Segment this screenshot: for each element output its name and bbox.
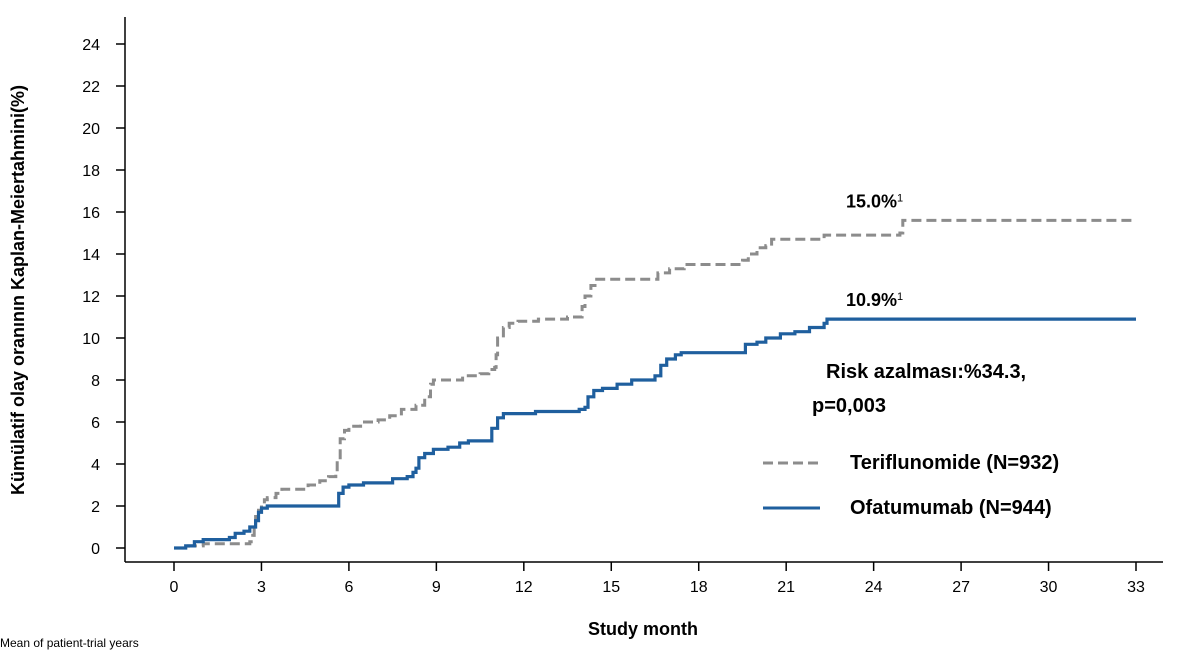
x-tick-label-15: 15 (602, 579, 620, 596)
labels-layer: 15.0%1 10.9%1 (846, 191, 903, 310)
x-tick-label-33: 33 (1127, 579, 1145, 596)
p-value-text: p=0,003 (812, 395, 886, 417)
y-tick-label-4: 4 (91, 457, 100, 474)
y-tick-label-24: 24 (82, 37, 100, 54)
x-axis-title: Study month (588, 619, 698, 639)
y-tick-label-8: 8 (91, 373, 100, 390)
footnote: Mean of patient-trial years (0, 636, 139, 650)
legend: Teriflunomide (N=932) Ofatumumab (N=944) (763, 452, 1059, 519)
x-tick-label-3: 3 (257, 579, 266, 596)
y-tick-label-12: 12 (82, 289, 100, 306)
x-tick-label-18: 18 (690, 579, 708, 596)
x-tick-label-27: 27 (952, 579, 970, 596)
risk-reduction-text: Risk azalması:%34.3, (826, 361, 1026, 383)
series-line-teriflunomide (174, 218, 1134, 550)
legend-entry-1: Ofatumumab (N=944) (850, 497, 1052, 519)
x-tick-label-6: 6 (344, 579, 353, 596)
y-tick-label-0: 0 (91, 541, 100, 558)
y-tick-label-22: 22 (82, 79, 100, 96)
end-label-teriflunomide: 15.0%1 (846, 191, 903, 211)
series-layer (174, 218, 1136, 550)
y-axis-title: Kümülatif olay oranının Kaplan-Meiertahm… (8, 85, 28, 495)
x-tick-label-12: 12 (515, 579, 533, 596)
y-tick-label-16: 16 (82, 205, 100, 222)
y-tick-label-20: 20 (82, 121, 100, 138)
x-tick-label-9: 9 (432, 579, 441, 596)
y-tick-label-10: 10 (82, 331, 100, 348)
legend-entry-0: Teriflunomide (N=932) (850, 452, 1059, 474)
end-label-ofatumumab: 10.9%1 (846, 290, 903, 310)
y-tick-label-2: 2 (91, 499, 100, 516)
series-line-ofatumumab (174, 317, 1136, 550)
x-tick-label-30: 30 (1040, 579, 1058, 596)
x-tick-label-21: 21 (777, 579, 795, 596)
y-tick-label-18: 18 (82, 163, 100, 180)
y-tick-label-6: 6 (91, 415, 100, 432)
y-tick-label-14: 14 (82, 247, 100, 264)
x-tick-label-24: 24 (865, 579, 883, 596)
x-tick-label-0: 0 (170, 579, 179, 596)
